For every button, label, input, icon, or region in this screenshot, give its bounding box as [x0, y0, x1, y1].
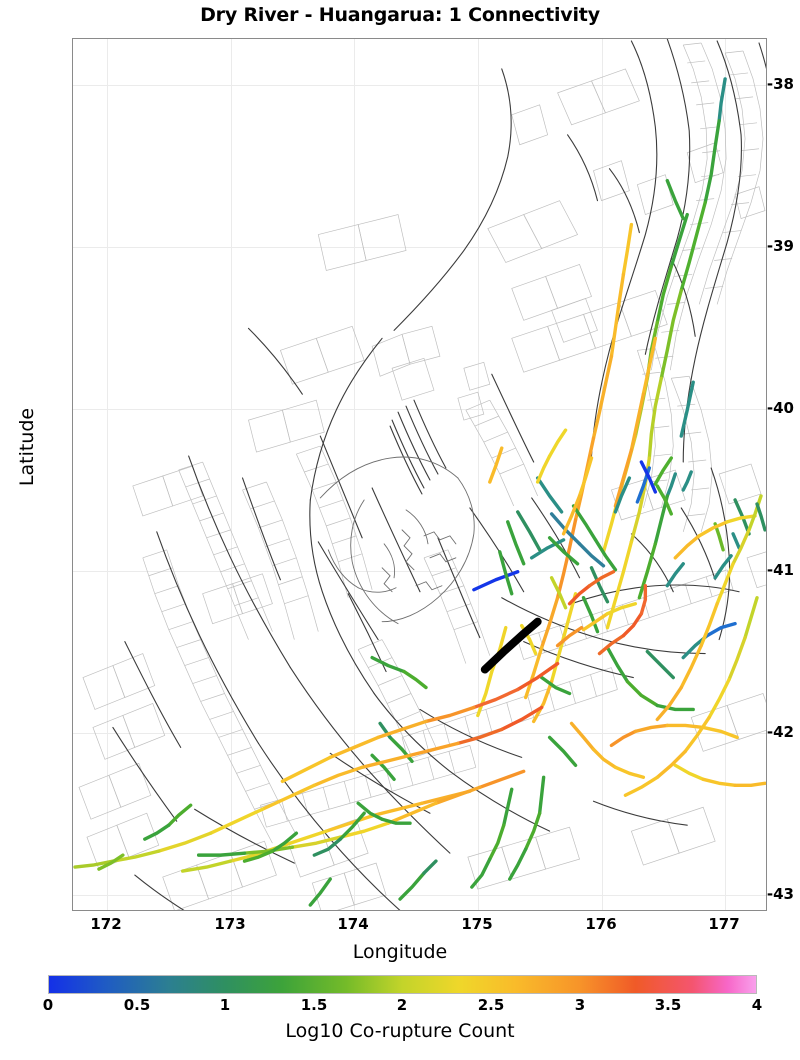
xtick-label: 176	[585, 915, 617, 933]
gridline-vertical	[354, 39, 355, 910]
colorbar-tick-label: 1.5	[300, 996, 328, 1014]
corupture-colored-sections	[73, 77, 766, 907]
coastline-lines	[319, 456, 475, 625]
fault-map-svg	[73, 39, 766, 910]
ytick-label: -42	[766, 723, 794, 741]
gridline-vertical	[725, 39, 726, 910]
gridline-vertical	[478, 39, 479, 910]
ytick-label: -41	[766, 561, 794, 579]
colorbar-tick-label: 3.5	[654, 996, 682, 1014]
gridline-horizontal	[73, 409, 766, 410]
colorbar-tick-label: 2	[396, 996, 408, 1014]
source-fault-highlight	[480, 617, 542, 674]
xtick-label: 177	[708, 915, 740, 933]
gridline-vertical	[107, 39, 108, 910]
colorbar-ticks: 0 0.5 1 1.5 2 2.5 3 3.5 4	[0, 996, 800, 1018]
gridline-horizontal	[73, 733, 766, 734]
colorbar-tick-label: 1	[219, 996, 231, 1014]
gridline-horizontal	[73, 247, 766, 248]
colorbar-group: 0 0.5 1 1.5 2 2.5 3 3.5 4 Log10 Co-ruptu…	[0, 966, 800, 1060]
colorbar-tick-label: 0	[42, 996, 54, 1014]
map-plot-area	[72, 38, 767, 911]
gridline-horizontal	[73, 85, 766, 86]
gridline-horizontal	[73, 571, 766, 572]
x-axis-label: Longitude	[352, 941, 448, 963]
y-axis-label: Latitude	[16, 407, 38, 487]
ytick-label: -39	[766, 237, 794, 255]
fault-section-polygons	[78, 42, 766, 910]
colorbar-tick-label: 0.5	[123, 996, 151, 1014]
fault-trace-lines	[112, 39, 766, 910]
colorbar-gradient	[48, 975, 757, 994]
colorbar-title: Log10 Co-rupture Count	[285, 1020, 515, 1042]
colorbar-tick-label: 4	[751, 996, 763, 1014]
xtick-label: 174	[337, 915, 369, 933]
colorbar-tick-label: 2.5	[477, 996, 505, 1014]
colorbar-tick-label: 3	[574, 996, 586, 1014]
gridline-horizontal	[73, 895, 766, 896]
ytick-label: -38	[766, 75, 794, 93]
xtick-label: 173	[214, 915, 246, 933]
gridline-vertical	[602, 39, 603, 910]
page-title: Dry River - Huangarua: 1 Connectivity	[200, 4, 600, 26]
ytick-label: -40	[766, 399, 794, 417]
ytick-label: -43	[766, 885, 794, 903]
gridline-vertical	[231, 39, 232, 910]
plot-inner	[73, 39, 766, 910]
xtick-label: 172	[90, 915, 122, 933]
xtick-label: 175	[461, 915, 493, 933]
